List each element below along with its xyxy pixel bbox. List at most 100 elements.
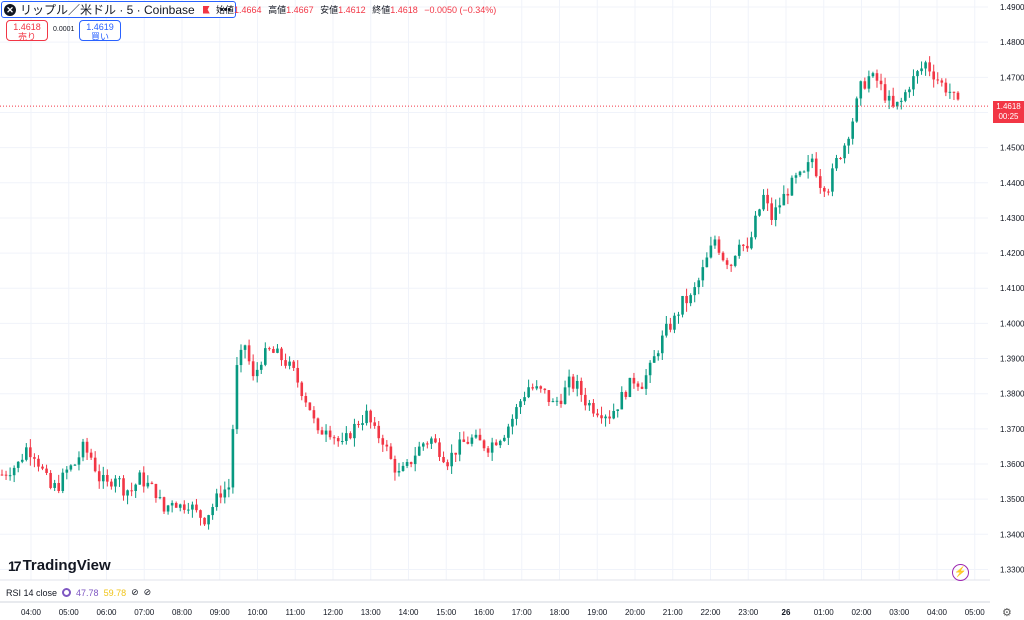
candle-body <box>223 489 227 498</box>
candle-body <box>450 452 453 467</box>
candle-body <box>77 457 81 465</box>
candle-body <box>187 509 190 511</box>
candle-body <box>940 80 944 83</box>
candle-body <box>701 267 705 281</box>
sell-label: 売り <box>17 32 36 42</box>
flag-icon[interactable] <box>202 5 210 14</box>
candle-body <box>409 462 413 465</box>
candle-body <box>430 438 433 444</box>
candle-body <box>134 484 137 491</box>
candle-body <box>685 295 688 304</box>
y-tick-label: 1.4900 <box>1000 3 1024 12</box>
candle-body <box>142 472 146 487</box>
candle-body <box>401 465 405 471</box>
y-tick-label: 1.4200 <box>1000 249 1024 258</box>
candle-body <box>61 472 65 492</box>
candle-body <box>199 510 202 518</box>
candle-body <box>85 441 89 453</box>
candle-body <box>592 402 595 414</box>
buy-label: 買い <box>90 32 109 42</box>
candle-body <box>507 426 510 438</box>
candle-body <box>385 444 389 447</box>
candle-body <box>818 176 822 188</box>
x-tick-label: 14:00 <box>398 608 419 617</box>
candle-body <box>912 76 915 90</box>
symbol-header[interactable]: ✕ リップル／米ドル · 5 · Coinbase ••• <box>1 1 237 18</box>
candle-body <box>308 402 312 411</box>
candle-body <box>628 377 632 397</box>
x-tick-label: 17:00 <box>512 608 533 617</box>
candle-body <box>57 483 61 492</box>
candle-body <box>227 487 231 490</box>
candle-body <box>924 62 927 69</box>
candle-body <box>446 462 449 467</box>
candle-body <box>575 380 579 389</box>
x-tick-label: 13:00 <box>361 608 382 617</box>
sell-price: 1.4618 <box>13 22 41 32</box>
y-tick-label: 1.3500 <box>1000 495 1024 504</box>
candle-body <box>855 98 859 122</box>
candle-body <box>207 515 210 525</box>
candle-body <box>280 348 283 361</box>
rsi-legend[interactable]: RSI 14 close 47.78 59.78 ⊘ ⊘ <box>6 587 151 598</box>
candle-body <box>746 245 749 249</box>
candle-body <box>511 418 514 427</box>
candle-body <box>620 392 624 410</box>
candle-body <box>891 95 895 107</box>
candle-body <box>296 367 300 383</box>
candle-body <box>203 517 206 525</box>
buy-price: 1.4619 <box>86 22 114 32</box>
more-icon[interactable]: ••• <box>219 3 232 16</box>
candle-body <box>138 472 142 485</box>
candle-body <box>899 100 903 102</box>
candle-body <box>693 287 696 296</box>
candle-body <box>118 478 121 480</box>
candle-body <box>551 401 555 403</box>
lightning-icon[interactable]: ⚡ <box>952 564 969 581</box>
candle-body <box>782 193 786 206</box>
candle-body <box>786 193 790 196</box>
candle-body <box>328 430 332 438</box>
rsi-label: RSI 14 close <box>6 587 58 598</box>
candle-body <box>535 386 539 389</box>
x-tick-label: 15:00 <box>436 608 457 617</box>
xrp-logo-icon: ✕ <box>4 3 16 16</box>
y-tick-label: 1.4500 <box>1000 144 1024 153</box>
candle-body <box>89 452 93 458</box>
candle-body <box>644 375 648 389</box>
buy-button[interactable]: 1.4619 買い <box>79 20 121 42</box>
candle-body <box>689 295 692 304</box>
sell-button[interactable]: 1.4618 売り <box>6 20 48 42</box>
candle-body <box>847 138 850 146</box>
settings-icon[interactable]: ⊘ <box>143 587 152 597</box>
candle-body <box>494 442 498 446</box>
tradingview-logo[interactable]: 17 TradingView <box>8 557 111 574</box>
candle-body <box>426 443 429 445</box>
candle-body <box>673 315 676 330</box>
candle-body <box>336 438 340 442</box>
y-tick-label: 1.3400 <box>1000 530 1024 539</box>
candle-body <box>717 239 721 253</box>
candle-body <box>486 448 490 453</box>
candle-body <box>239 349 243 366</box>
candle-body <box>174 502 178 508</box>
candle-body <box>397 470 401 473</box>
candle-body <box>154 483 158 499</box>
candle-body <box>835 157 838 169</box>
candle-body <box>879 80 883 85</box>
candle-body <box>361 423 364 425</box>
candle-body <box>555 400 559 402</box>
candle-body <box>778 205 782 208</box>
candle-body <box>539 386 543 389</box>
candle-body <box>114 478 117 487</box>
candle-body <box>895 101 899 107</box>
candle-body <box>596 413 599 416</box>
candle-body <box>454 452 457 455</box>
hide-icon[interactable]: ⊘ <box>131 587 139 597</box>
candle-body <box>883 84 887 101</box>
candle-body <box>608 416 611 419</box>
gear-icon[interactable]: ⚙ <box>1002 607 1012 619</box>
x-tick-label: 01:00 <box>814 608 835 617</box>
candle-body <box>806 162 810 172</box>
